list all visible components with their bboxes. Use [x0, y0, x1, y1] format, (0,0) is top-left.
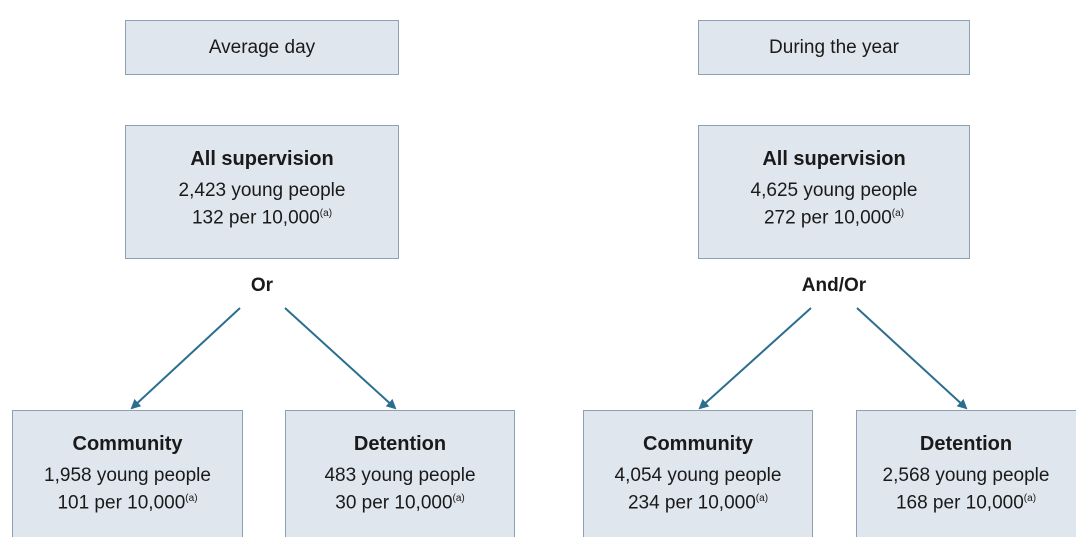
header-box: Average day: [125, 20, 399, 75]
node-rate: 30 per 10,000: [335, 492, 453, 514]
node: All supervision 2,423 young people 132 p…: [125, 125, 399, 259]
connector: Or: [250, 275, 274, 296]
node-count: 2,423 young people: [178, 180, 346, 201]
node: All supervision 4,625 young people 272 p…: [698, 125, 970, 259]
node-count: 1,958 young people: [44, 465, 211, 486]
arrow: [284, 307, 397, 410]
header: During the year: [769, 36, 899, 58]
node-count: 2,568 young people: [882, 465, 1050, 486]
node: Community 4,054 young people 234 per 10,…: [583, 410, 813, 537]
node-title: Community: [643, 433, 753, 455]
node-rate-line: 132 per 10,000(a): [126, 202, 398, 229]
arrow: [130, 307, 241, 410]
header-box: During the year: [698, 20, 970, 75]
node-rate: 101 per 10,000: [57, 492, 186, 514]
node-rate-line: 168 per 10,000(a): [857, 487, 1075, 514]
node: Detention 483 young people 30 per 10,000…: [285, 410, 515, 537]
node-rate: 234 per 10,000: [627, 492, 756, 514]
node-rate-line: 30 per 10,000(a): [286, 487, 514, 514]
node-title: All supervision: [190, 148, 334, 170]
note: (a): [185, 493, 198, 504]
node-title: All supervision: [762, 148, 906, 170]
node: Detention 2,568 young people 168 per 10,…: [856, 410, 1076, 537]
note: (a): [891, 208, 905, 219]
node-rate: 132 per 10,000: [191, 207, 320, 229]
node-title: Detention: [919, 433, 1013, 455]
node-rate-line: 101 per 10,000(a): [13, 487, 242, 514]
header: Average day: [208, 36, 316, 58]
node-rate: 272 per 10,000: [763, 207, 892, 229]
note: (a): [319, 208, 333, 219]
node-count: 483 young people: [324, 465, 476, 486]
node-rate-line: 234 per 10,000(a): [584, 487, 812, 514]
note: (a): [452, 493, 465, 504]
note: (a): [755, 493, 769, 504]
arrow: [698, 307, 812, 410]
node-count: 4,625 young people: [750, 180, 918, 201]
note: (a): [1023, 493, 1037, 504]
node-title: Detention: [353, 433, 447, 455]
node-rate-line: 272 per 10,000(a): [699, 202, 969, 229]
node-count: 4,054 young people: [614, 465, 782, 486]
connector: And/Or: [801, 275, 867, 296]
arrow: [856, 307, 968, 410]
node-title: Community: [72, 433, 183, 455]
node-rate: 168 per 10,000: [895, 492, 1024, 514]
node: Community 1,958 young people 101 per 10,…: [12, 410, 243, 537]
